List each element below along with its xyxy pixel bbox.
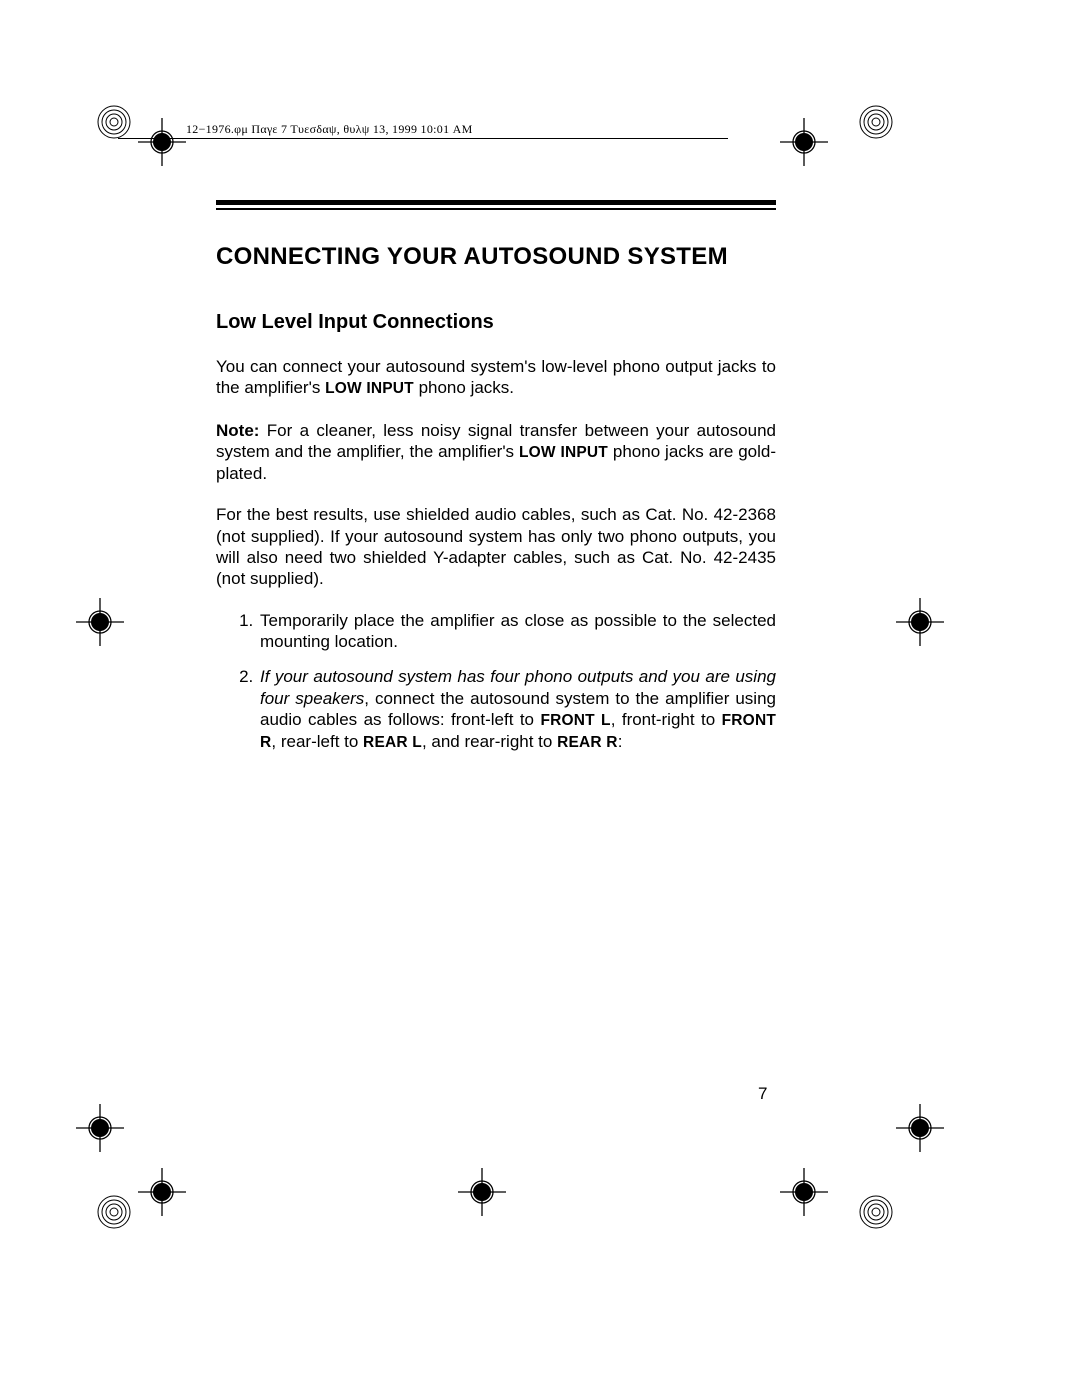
regmark-mid-right — [890, 592, 950, 652]
regmark-lower-left — [70, 1098, 130, 1158]
note-label: Note: — [216, 421, 259, 440]
text: : — [618, 732, 623, 751]
label-front-l: FRONT L — [540, 712, 610, 729]
text: , front-right to — [611, 710, 722, 729]
regmark-top-right — [780, 92, 910, 172]
text: , and rear-right to — [422, 732, 557, 751]
regmark-lower-right — [890, 1098, 950, 1158]
heading-sub: Low Level Input Connections — [216, 311, 776, 334]
header-meta: 12−1976.φμ Παγε 7 Τυεσδαψ, θυλψ 13, 1999… — [186, 122, 473, 137]
steps-list: Temporarily place the amplifier as close… — [216, 610, 776, 754]
text: phono jacks. — [414, 378, 514, 397]
content-block: CONNECTING YOUR AUTOSOUND SYSTEM Low Lev… — [216, 200, 776, 767]
step-1: Temporarily place the amplifier as close… — [258, 610, 776, 653]
regmark-bottom-right — [780, 1162, 910, 1242]
regmark-bottom-left — [92, 1162, 202, 1242]
label-rear-r: REAR R — [557, 734, 618, 751]
step-2: If your autosound system has four phono … — [258, 666, 776, 753]
rule-thin — [216, 208, 776, 210]
heading-main: CONNECTING YOUR AUTOSOUND SYSTEM — [216, 243, 776, 271]
label-low-input: LOW INPUT — [325, 380, 414, 397]
page-number: 7 — [758, 1084, 767, 1104]
para-note: Note: For a cleaner, less noisy signal t… — [216, 420, 776, 485]
page: 12−1976.φμ Παγε 7 Τυεσδαψ, θυλψ 13, 1999… — [0, 0, 1080, 1397]
regmark-mid-left — [70, 592, 130, 652]
header-rule — [118, 138, 728, 139]
para-1: You can connect your autosound system's … — [216, 356, 776, 400]
text: , rear-left to — [271, 732, 363, 751]
label-low-input: LOW INPUT — [519, 444, 608, 461]
para-3: For the best results, use shielded audio… — [216, 504, 776, 589]
regmark-bottom-mid — [452, 1162, 512, 1222]
rule-thick — [216, 200, 776, 205]
label-rear-l: REAR L — [363, 734, 422, 751]
